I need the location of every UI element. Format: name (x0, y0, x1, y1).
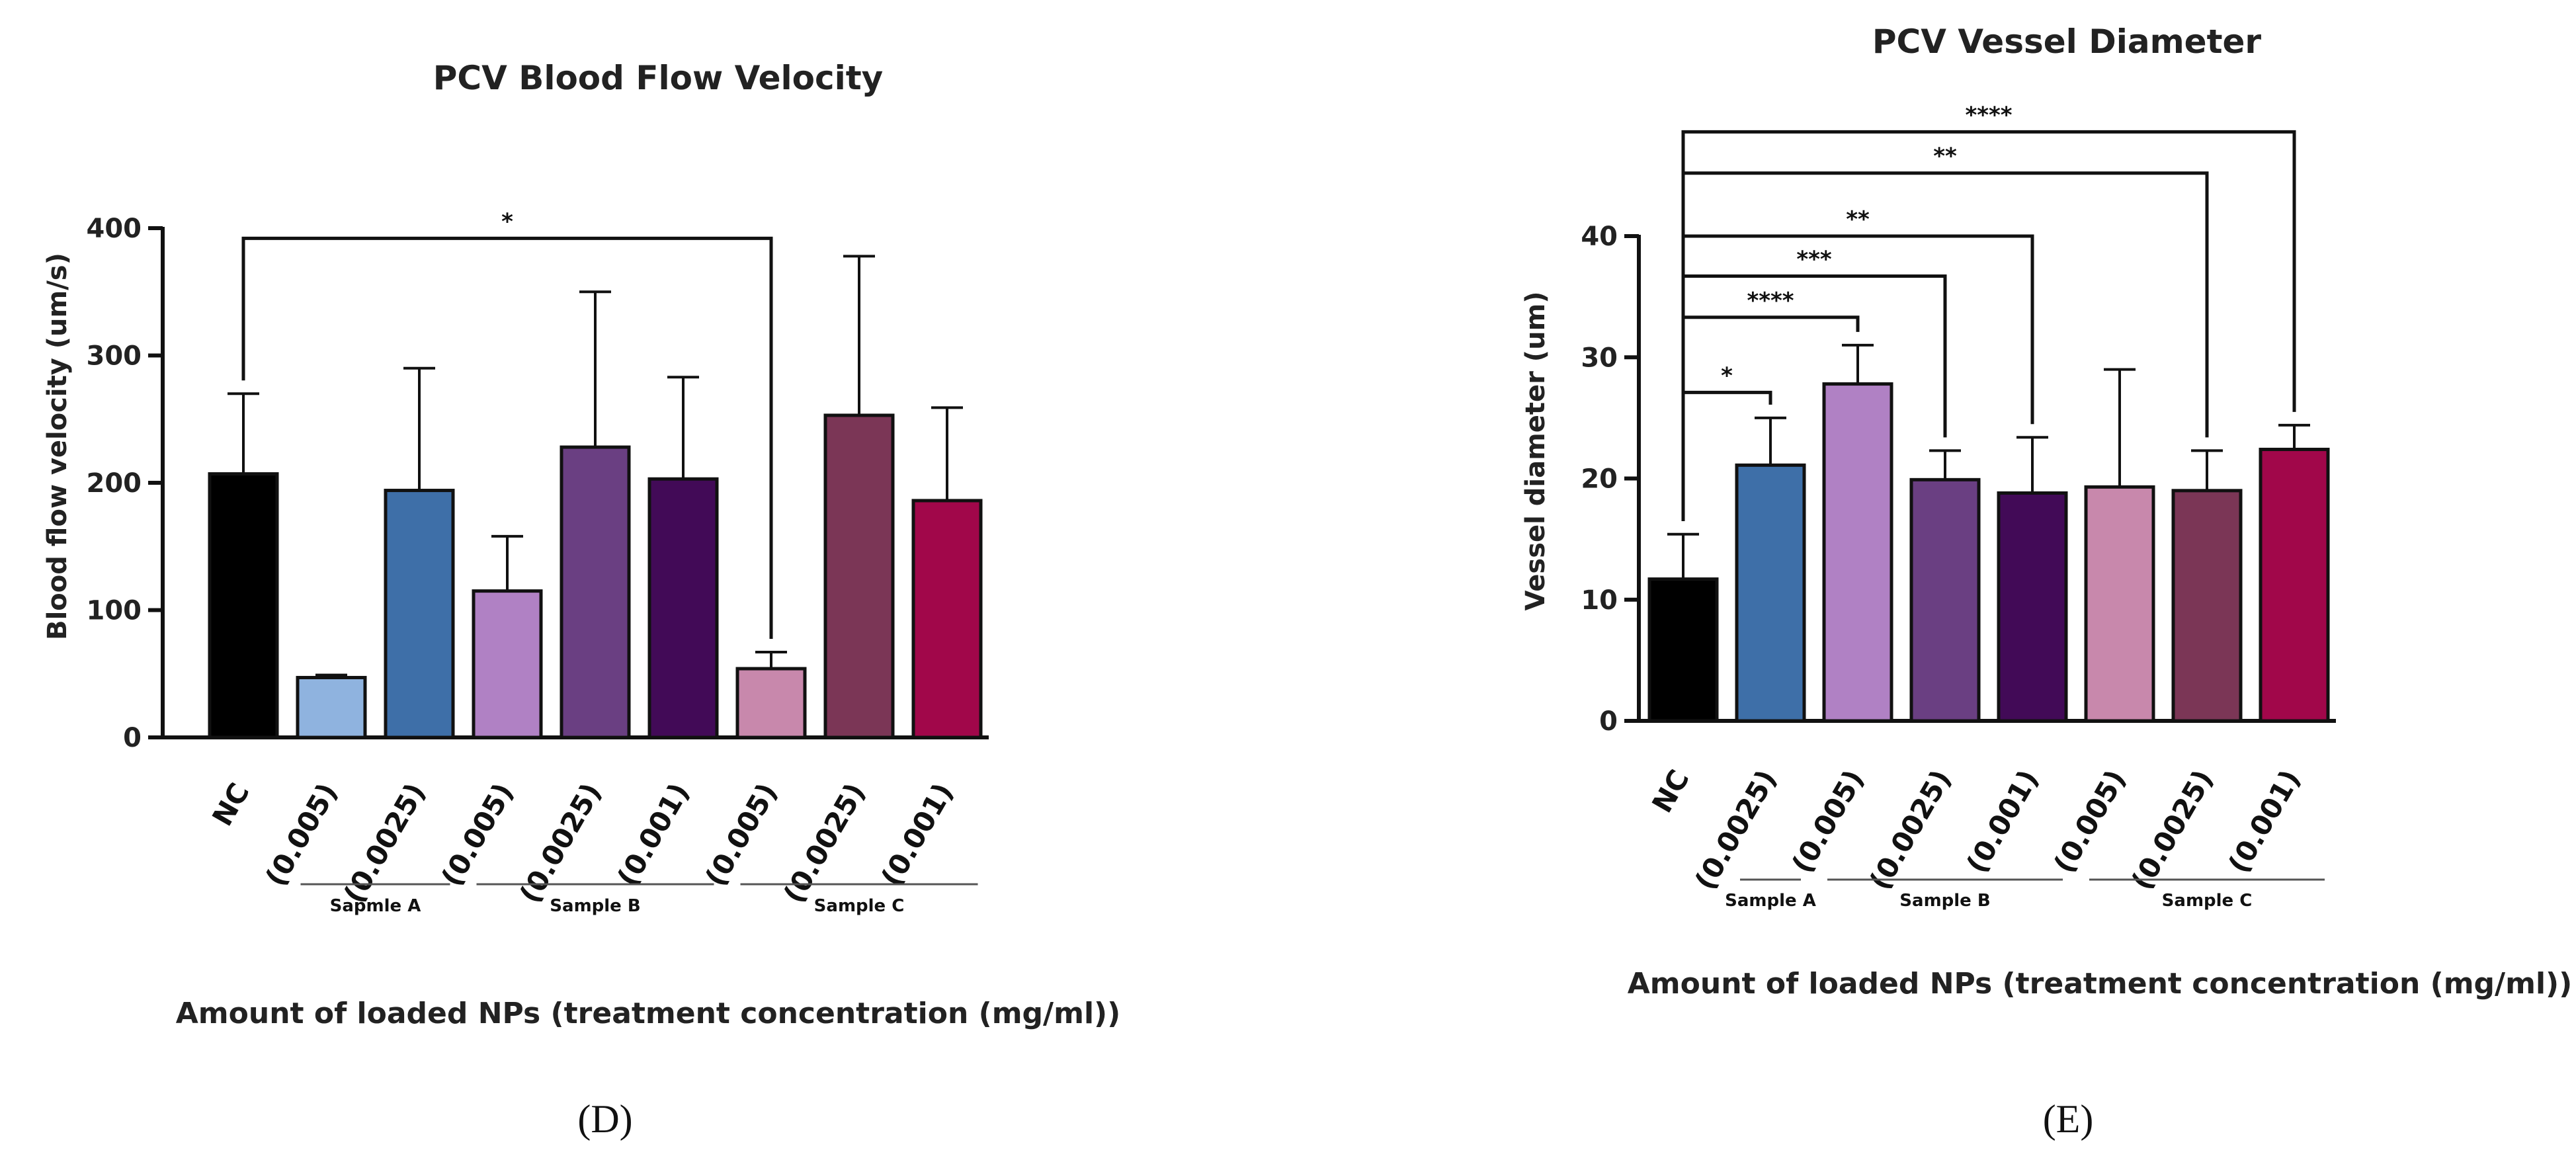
chart-d-bar (647, 477, 719, 739)
chart-d-significance-bracket (241, 236, 773, 640)
chart-e-significance-label: ** (1846, 206, 1870, 233)
chart-e-significance-label: ** (1933, 144, 1957, 170)
chart-d-y-axis-label: Blood flow velocity (um/s) (42, 253, 73, 640)
chart-d-group-label: Sample C (814, 896, 905, 916)
chart-e-bar (1909, 477, 1981, 723)
chart-e-y-tick-label: 0 (1599, 706, 1618, 737)
chart-e-group-label: Sample A (1725, 891, 1816, 911)
chart-d-category-label: (0.005) (435, 778, 520, 892)
chart-e-category-label: (0.001) (2222, 765, 2307, 879)
chart-d-y-tick-label: 0 (123, 723, 142, 753)
chart-e-y-tick-label: 30 (1581, 343, 1618, 373)
chart-e-bar (1822, 382, 1893, 723)
chart-e-significance-bracket (1681, 130, 2296, 521)
chart-e-x-axis-label: Amount of loaded NPs (treatment concentr… (1628, 967, 2573, 1001)
chart-e-significance-label: **** (1747, 288, 1794, 314)
chart-e-category-label: (0.005) (2048, 765, 2132, 879)
chart-d-category-label: (0.005) (259, 778, 344, 892)
chart-e-bar (2259, 448, 2330, 723)
chart-d-bar (472, 589, 543, 739)
chart-e-significance-label: *** (1796, 246, 1832, 272)
chart-d-category-label: (0.0025) (777, 778, 872, 909)
chart-e-category-label: (0.0025) (2125, 765, 2220, 895)
chart-d-group-label: Sample B (550, 896, 640, 916)
chart-e-category-label: (0.0025) (1688, 765, 1783, 895)
chart-d-bar (296, 676, 367, 739)
chart-e-bar (2171, 489, 2243, 723)
chart-e-y-tick-label: 40 (1581, 222, 1618, 252)
chart-d-category-label: (0.001) (875, 778, 960, 892)
chart-e-category-label: NC (1645, 765, 1695, 819)
panel-label-d: (D) (577, 1097, 632, 1141)
chart-e-bar (1647, 577, 1719, 723)
chart-e-significance-label: **** (1965, 102, 2012, 128)
chart-d-y-tick-label: 300 (87, 341, 142, 372)
chart-d-bar (823, 413, 895, 739)
chart-d-category-label: (0.005) (699, 778, 784, 892)
panel-label-e: (E) (2043, 1097, 2094, 1141)
chart-e-bar (2084, 485, 2155, 723)
chart-e-y-axis-label: Vessel diameter (um) (1520, 291, 1551, 610)
chart-d-category-label: (0.001) (611, 778, 696, 892)
chart-e-category-label: (0.0025) (1863, 765, 1958, 895)
chart-d-y-tick-label: 100 (87, 596, 142, 626)
chart-d-category-label: (0.0025) (337, 778, 432, 909)
chart-e-bar (1735, 463, 1806, 723)
chart-d-title: PCV Blood Flow Velocity (433, 59, 883, 97)
chart-e-category-label: (0.001) (1960, 765, 2045, 879)
chart-e-title: PCV Vessel Diameter (1872, 22, 2262, 61)
chart-e-bar (1997, 491, 2068, 723)
chart-d-significance-label: * (501, 208, 513, 235)
chart-e-significance-label: * (1721, 362, 1733, 389)
chart-e-group-label: Sample C (2162, 891, 2253, 911)
chart-d-y-tick-label: 200 (87, 468, 142, 499)
chart-e-y-tick-label: 20 (1581, 464, 1618, 495)
chart-e-group-label: Sample B (1899, 891, 1990, 911)
chart-e-significance-bracket (1681, 274, 1947, 521)
chart-d-group-label: Sapmle A (330, 896, 421, 916)
chart-d-category-label: (0.0025) (513, 778, 608, 909)
chart-e-category-label: (0.005) (1786, 765, 1870, 879)
chart-d-bar (560, 445, 631, 739)
chart-d-x-axis-label: Amount of loaded NPs (treatment concentr… (176, 997, 1121, 1030)
chart-d-bar (735, 667, 807, 739)
chart-e-y-tick-label: 10 (1581, 585, 1618, 616)
chart-d-category-label: NC (206, 778, 255, 832)
chart-d-bar (911, 499, 983, 739)
chart-d-bar (208, 472, 279, 739)
chart-d-bar (384, 489, 455, 739)
chart-d-y-tick-label: 400 (87, 214, 142, 244)
